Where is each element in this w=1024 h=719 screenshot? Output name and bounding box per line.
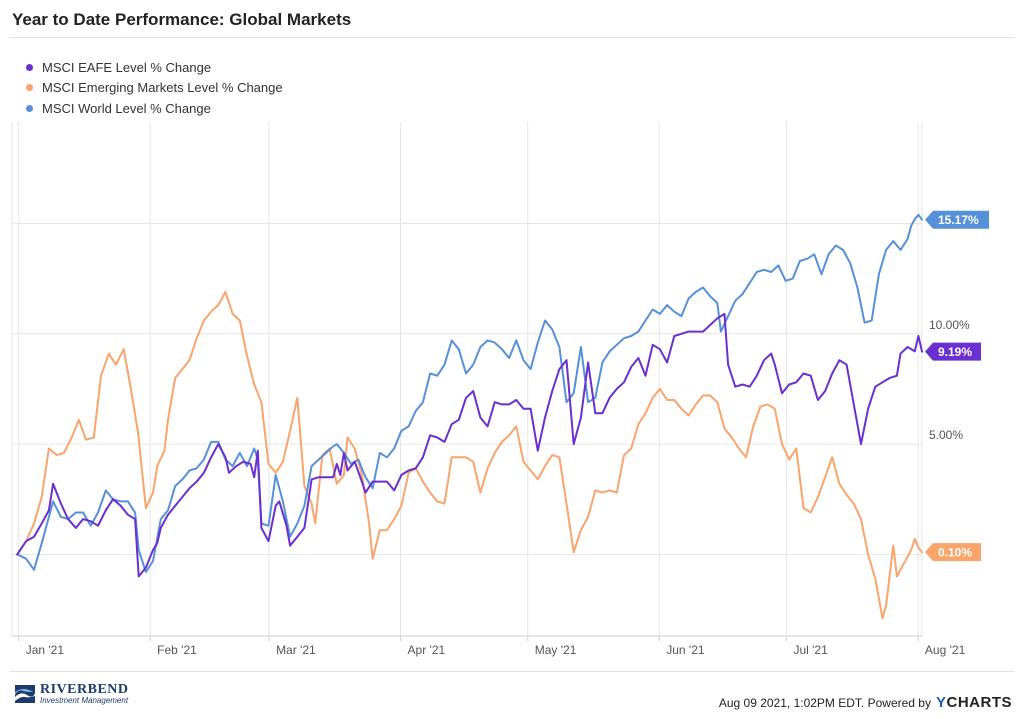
- ycharts-logo-y: Y: [935, 694, 947, 711]
- chart-legend: MSCI EAFE Level % Change MSCI Emerging M…: [26, 57, 283, 119]
- x-tick-label: Jul '21: [793, 643, 828, 657]
- legend-label-eafe: MSCI EAFE Level % Change: [42, 59, 212, 75]
- ycharts-logo-rest: CHARTS: [946, 694, 1012, 711]
- x-tick-label: Aug '21: [925, 643, 966, 657]
- footer-divider: [10, 671, 1014, 672]
- legend-dot-world: [26, 104, 33, 112]
- chart-title: Year to Date Performance: Global Markets: [12, 10, 352, 29]
- x-tick-label: Jun '21: [666, 643, 705, 657]
- end-value-label-em: 0.10%: [938, 546, 972, 560]
- end-value-label-world: 15.17%: [938, 213, 979, 227]
- legend-label-world: MSCI World Level % Change: [42, 100, 211, 116]
- series-line-eafe[interactable]: [16, 312, 923, 578]
- title-divider: [10, 37, 1014, 38]
- legend-item-em[interactable]: MSCI Emerging Markets Level % Change: [26, 78, 283, 99]
- riverbend-logo-mark: [15, 685, 36, 703]
- timestamp-text: Aug 09 2021, 1:02PM EDT. Powered by: [718, 695, 931, 710]
- end-value-label-eafe: 9.19%: [938, 345, 972, 359]
- end-value-tag-em: [925, 543, 981, 562]
- legend-dot-eafe: [26, 63, 33, 71]
- footer-timestamp: Aug 09 2021, 1:02PM EDT. Powered by YCHA…: [719, 694, 1012, 711]
- x-tick-label: Apr '21: [408, 643, 446, 657]
- y-tick-label: 10.00%: [929, 318, 970, 332]
- x-tick-label: May '21: [535, 643, 577, 657]
- x-tick-label: Feb '21: [157, 643, 197, 657]
- x-tick-label: Mar '21: [276, 643, 316, 657]
- legend-dot-em: [26, 84, 33, 92]
- series-line-world[interactable]: [16, 213, 923, 573]
- series-line-em[interactable]: [16, 290, 923, 620]
- legend-label-em: MSCI Emerging Markets Level % Change: [42, 80, 283, 96]
- end-value-tag-world: [925, 210, 989, 229]
- logo-name: RIVERBEND: [40, 682, 129, 697]
- end-value-tag-eafe: [925, 342, 981, 361]
- y-tick-label: 5.00%: [929, 428, 963, 442]
- logo-subtitle: Investment Management: [40, 696, 129, 705]
- ycharts-logo[interactable]: YCHARTS: [936, 694, 1012, 711]
- legend-item-eafe[interactable]: MSCI EAFE Level % Change: [26, 57, 283, 78]
- legend-item-world[interactable]: MSCI World Level % Change: [26, 98, 283, 119]
- x-tick-label: Jan '21: [26, 643, 65, 657]
- riverbend-logo: RIVERBEND Investment Management: [13, 683, 129, 705]
